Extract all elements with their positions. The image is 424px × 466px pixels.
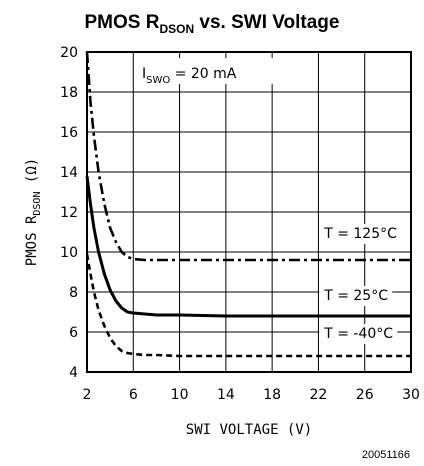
grid: [87, 52, 411, 372]
series-line-2: [85, 253, 411, 358]
x-tick-label-6: 26: [356, 387, 374, 403]
y-tick-label-7: 18: [60, 85, 78, 101]
x-axis-label: SWI VOLTAGE (V): [186, 422, 312, 438]
x-tick-label-3: 14: [217, 387, 235, 403]
x-tick-label-0: 2: [83, 387, 92, 403]
condition-label: ISWO = 20 mA: [142, 66, 237, 86]
figure-id: 20051166: [362, 449, 410, 461]
x-tick-label-5: 22: [310, 387, 328, 403]
condition-post: = 20 mA: [170, 66, 237, 82]
condition-label-bg: [136, 58, 276, 84]
y-axis-label-post: (Ω): [24, 158, 40, 192]
y-tick-label-6: 16: [60, 125, 78, 141]
y-tick-label-2: 8: [69, 285, 78, 301]
annotation-bg-1: [319, 286, 393, 306]
y-tick-label-8: 20: [60, 45, 78, 61]
annotation-bg-0: [319, 224, 402, 244]
series-line-1: [85, 175, 411, 318]
series-line-0: [85, 51, 411, 262]
annotation-label-1: T = 25°C: [323, 288, 388, 304]
chart-title-main: PMOS R: [85, 12, 160, 33]
y-axis-label-pre: PMOS R: [24, 215, 40, 266]
y-tick-label-5: 14: [60, 165, 78, 181]
condition-pre: I: [142, 66, 146, 82]
y-tick-labels: 4 6 8 10 12 14 16 18 20: [60, 45, 78, 381]
x-tick-label-7: 30: [402, 387, 420, 403]
x-tick-labels: 2 6 10 14 18 22 26 30: [83, 387, 420, 403]
plot-frame: [86, 51, 412, 373]
x-tick-label-1: 6: [129, 387, 138, 403]
chart-title-rest: vs. SWI Voltage: [194, 12, 339, 33]
annotation-label-0: T = 125°C: [323, 226, 397, 242]
y-axis-label: PMOS RDSON (Ω): [24, 158, 43, 266]
series-lines: [85, 51, 411, 358]
x-tick-label-4: 18: [263, 387, 281, 403]
chart-title: PMOS RDSON vs. SWI Voltage: [85, 12, 340, 36]
x-tick-label-2: 10: [171, 387, 189, 403]
y-tick-label-3: 10: [60, 245, 78, 261]
annotation-bg-2: [319, 324, 398, 344]
y-tick-label-1: 6: [69, 325, 78, 341]
y-tick-label-0: 4: [69, 365, 78, 381]
y-tick-label-4: 12: [60, 205, 78, 221]
chart-title-subscript: DSON: [159, 22, 194, 36]
condition-subscript: SWO: [146, 75, 170, 86]
series-annotations: T = 125°C T = 25°C T = -40°C: [319, 224, 402, 344]
y-axis-label-subscript: DSON: [32, 192, 43, 216]
annotation-label-2: T = -40°C: [323, 326, 393, 342]
